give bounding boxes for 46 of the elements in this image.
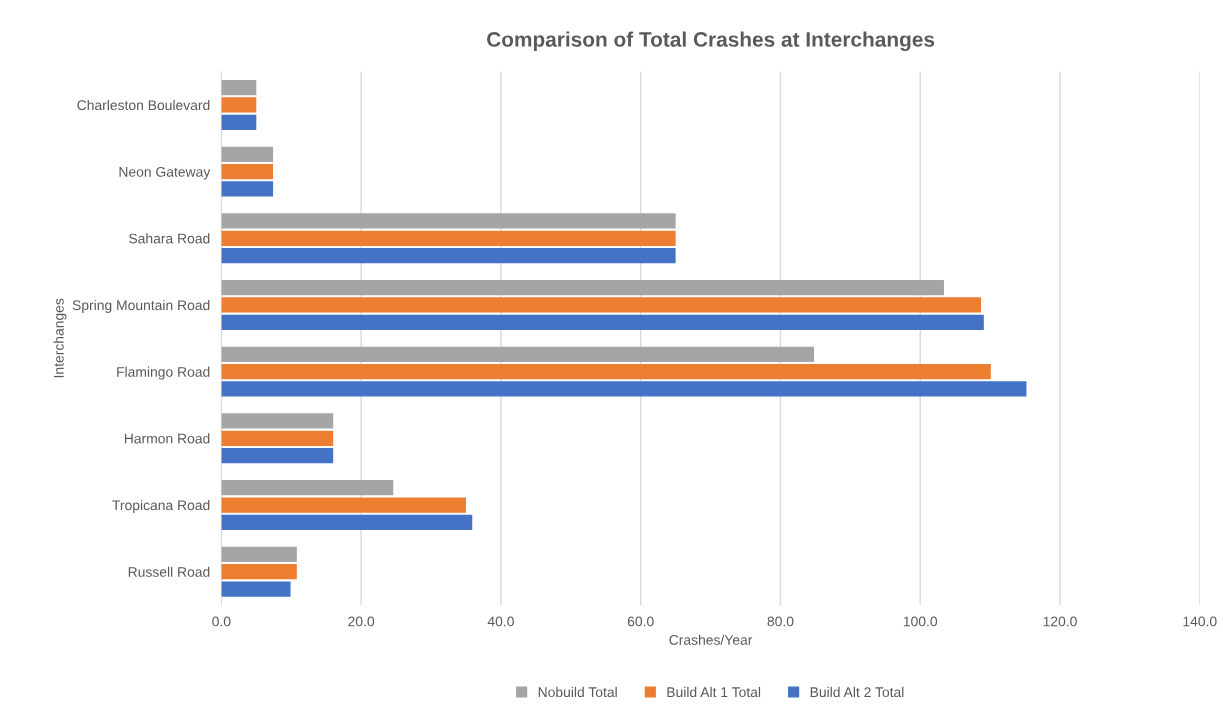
y-tick-label: Harmon Road	[124, 433, 210, 444]
chart-title: Comparison of Total Crashes at Interchanges	[487, 31, 935, 52]
bar	[221, 448, 334, 464]
bar	[221, 514, 473, 530]
x-tick-label: 0.0	[212, 616, 231, 627]
bar	[221, 248, 676, 264]
bar	[221, 163, 274, 180]
bar	[221, 213, 676, 229]
bar	[221, 314, 984, 330]
x-tick-label: 40.0	[487, 616, 514, 627]
legend-label: Nobuild Total	[538, 686, 617, 698]
legend-label: Build Alt 2 Total	[810, 686, 904, 698]
y-tick-label: Charleston Boulevard	[77, 99, 210, 111]
y-tick-label: Spring Mountain Road	[72, 299, 210, 313]
x-tick-label: 100.0	[903, 616, 938, 627]
bar	[221, 497, 466, 513]
bar	[221, 297, 982, 313]
bar	[221, 564, 297, 580]
bar	[221, 430, 334, 446]
bar	[221, 413, 334, 429]
bar	[221, 381, 1027, 397]
y-tick-label: Russell Road	[128, 566, 210, 577]
x-tick-label: 80.0	[767, 616, 794, 627]
bar	[221, 230, 676, 246]
bar	[221, 146, 274, 162]
y-tick-label: Flamingo Road	[117, 366, 210, 380]
bar	[221, 581, 291, 597]
y-axis-title: Interchanges	[53, 298, 67, 378]
bar	[221, 97, 257, 113]
bar	[221, 364, 991, 380]
bar	[221, 280, 944, 296]
bar	[221, 346, 814, 362]
x-tick-label: 60.0	[627, 616, 654, 627]
y-tick-label: Sahara Road	[129, 233, 210, 244]
x-tick-label: 20.0	[348, 616, 375, 627]
legend-label: Build Alt 1 Total	[667, 686, 761, 698]
bar	[221, 79, 257, 96]
bar	[221, 480, 394, 496]
y-tick-label: Neon Gateway	[119, 166, 211, 180]
x-axis-title: Crashes/Year	[669, 634, 753, 645]
bar	[221, 546, 297, 562]
bar	[221, 181, 274, 197]
y-tick-label: Tropicana Road	[112, 499, 210, 513]
x-tick-label: 120.0	[1043, 616, 1077, 627]
bar	[221, 114, 257, 130]
x-tick-label: 140.0	[1183, 616, 1217, 627]
